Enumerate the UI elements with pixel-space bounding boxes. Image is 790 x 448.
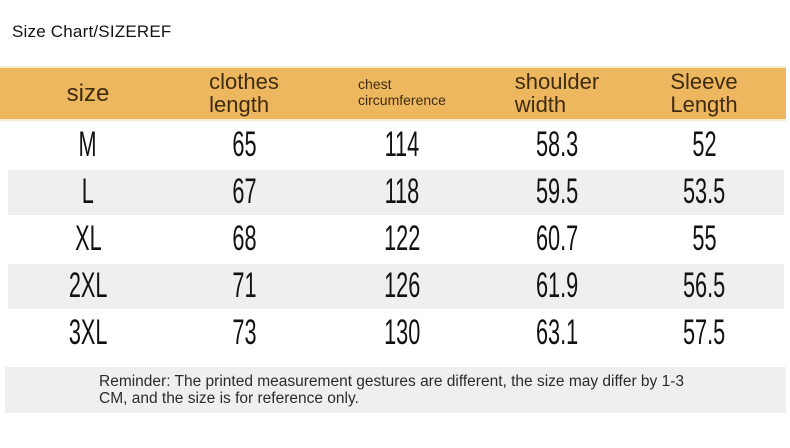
shoulder-width-cell: 58.3	[535, 125, 579, 164]
clothes-length-cell: 67	[231, 172, 257, 211]
shoulder-width-cell: 63.1	[535, 313, 579, 352]
sleeve-length-cell: 55	[691, 219, 717, 258]
clothes-length-cell: 73	[231, 313, 257, 352]
chest-circumference-cell: 126	[383, 266, 421, 305]
header-cell-clothes-length: clothes length	[176, 70, 312, 117]
header-label-chest-circumference: chest circumference	[358, 76, 446, 108]
header-cell-size: size	[0, 81, 176, 106]
size-cell: L	[81, 172, 95, 211]
header-label-shoulder-width: shoulder width	[514, 68, 600, 118]
size-cell: 3XL	[68, 313, 108, 352]
table-row-xl: XL 68 122 60.7 55	[0, 215, 786, 262]
chest-circumference-cell: 114	[384, 125, 420, 164]
size-cell: M	[78, 125, 98, 164]
chest-circumference-cell: 130	[383, 313, 421, 352]
chest-circumference-cell: 122	[383, 219, 421, 258]
table-row-l: L 67 118 59.5 53.5	[0, 168, 786, 215]
table-row-m: M 65 114 58.3 52	[0, 121, 786, 168]
table-header-row: size clothes length chest circumference …	[0, 66, 786, 121]
header-cell-sleeve-length: Sleeve Length	[622, 70, 786, 117]
header-cell-chest-circumference: chest circumference	[312, 77, 492, 109]
header-label-sleeve-length: Sleeve Length	[670, 68, 738, 118]
chest-circumference-cell: 118	[384, 172, 420, 211]
sleeve-length-cell: 52	[691, 125, 717, 164]
sleeve-length-cell: 56.5	[682, 266, 726, 305]
table-row-3xl: 3XL 73 130 63.1 57.5	[0, 309, 786, 356]
reminder-text: Reminder: The printed measurement gestur…	[99, 373, 684, 407]
header-label-clothes-length: clothes length	[209, 68, 279, 118]
reminder-note: Reminder: The printed measurement gestur…	[5, 367, 786, 413]
table-row-2xl: 2XL 71 126 61.9 56.5	[0, 262, 786, 309]
header-cell-shoulder-width: shoulder width	[492, 70, 622, 117]
size-chart-table: size clothes length chest circumference …	[0, 66, 786, 356]
page-title: Size Chart/SIZEREF	[12, 22, 172, 41]
header-label-size: size	[66, 79, 110, 107]
shoulder-width-cell: 59.5	[535, 172, 579, 211]
size-cell: 2XL	[68, 266, 108, 305]
clothes-length-cell: 68	[231, 219, 257, 258]
sleeve-length-cell: 57.5	[682, 313, 726, 352]
sleeve-length-cell: 53.5	[682, 172, 726, 211]
clothes-length-cell: 65	[231, 125, 257, 164]
shoulder-width-cell: 60.7	[535, 219, 579, 258]
clothes-length-cell: 71	[231, 266, 257, 305]
size-cell: XL	[74, 219, 102, 258]
size-chart-page: Size Chart/SIZEREF size clothes length c…	[0, 21, 790, 448]
shoulder-width-cell: 61.9	[535, 266, 579, 305]
